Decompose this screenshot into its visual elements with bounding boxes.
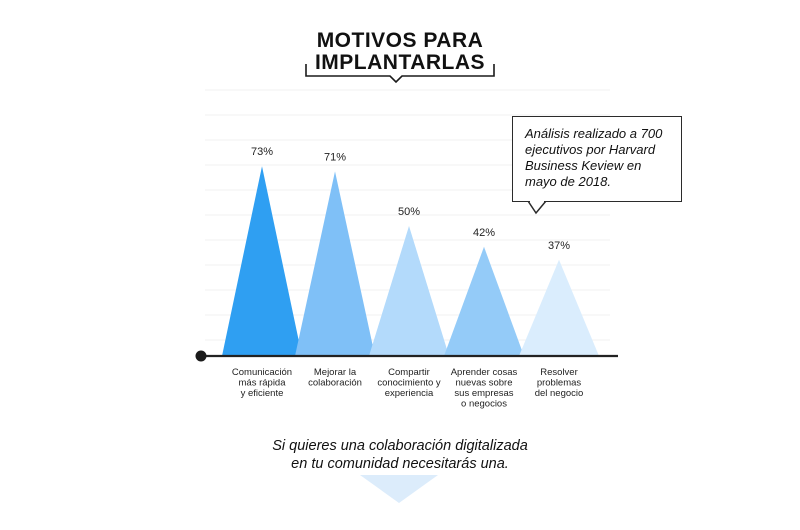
category-label: del negocio bbox=[535, 388, 584, 399]
bar-mark bbox=[519, 259, 599, 356]
chart-title: MOTIVOS PARA IMPLANTARLAS bbox=[300, 30, 500, 74]
value-label: 73% bbox=[251, 146, 273, 158]
bar-mark bbox=[222, 166, 302, 356]
axis-origin-dot bbox=[195, 350, 207, 362]
title-bracket bbox=[305, 64, 495, 84]
category-label: Mejorar la bbox=[314, 367, 357, 378]
note-pointer-mask bbox=[530, 199, 544, 202]
chart-title-line-2: IMPLANTARLAS bbox=[314, 51, 486, 74]
conclusion-line-1: Si quieres una colaboración digitalizada bbox=[272, 438, 528, 454]
category-label: colaboración bbox=[308, 378, 362, 389]
note-pointer bbox=[527, 200, 547, 215]
category-label: conocimiento y bbox=[377, 378, 441, 389]
chart-title-line-1: MOTIVOS PARA bbox=[316, 29, 484, 52]
category-label: Comunicación bbox=[232, 367, 292, 378]
category-label: sus empresas bbox=[454, 388, 513, 399]
category-label: más rápida bbox=[239, 378, 287, 389]
note-text: Análisis realizado a 700 ejecutivos por … bbox=[525, 126, 663, 189]
category-label: problemas bbox=[537, 378, 582, 389]
bar-mark bbox=[369, 226, 449, 356]
category-label: experiencia bbox=[385, 388, 434, 399]
category-label: y eficiente bbox=[241, 388, 284, 399]
category-label: o negocios bbox=[461, 399, 507, 410]
down-arrow bbox=[360, 475, 438, 503]
category-label: nuevas sobre bbox=[455, 378, 512, 389]
value-label: 50% bbox=[398, 206, 420, 218]
conclusion-line-2: en tu comunidad necesitarás una. bbox=[291, 456, 509, 472]
value-labels: 73% 71% 50% 42% 37% bbox=[251, 146, 570, 252]
conclusion-text: Si quieres una colaboración digitalizada… bbox=[250, 437, 550, 473]
category-label: Aprender cosas bbox=[451, 367, 518, 378]
value-label: 71% bbox=[324, 151, 346, 163]
category-label: Resolver bbox=[540, 367, 578, 378]
value-label: 37% bbox=[548, 240, 570, 252]
category-label: Compartir bbox=[388, 367, 430, 378]
value-label: 42% bbox=[473, 227, 495, 239]
bar-mark bbox=[444, 246, 524, 356]
bars bbox=[222, 166, 599, 356]
bar-mark bbox=[295, 171, 375, 356]
note-callout: Análisis realizado a 700 ejecutivos por … bbox=[512, 116, 682, 202]
